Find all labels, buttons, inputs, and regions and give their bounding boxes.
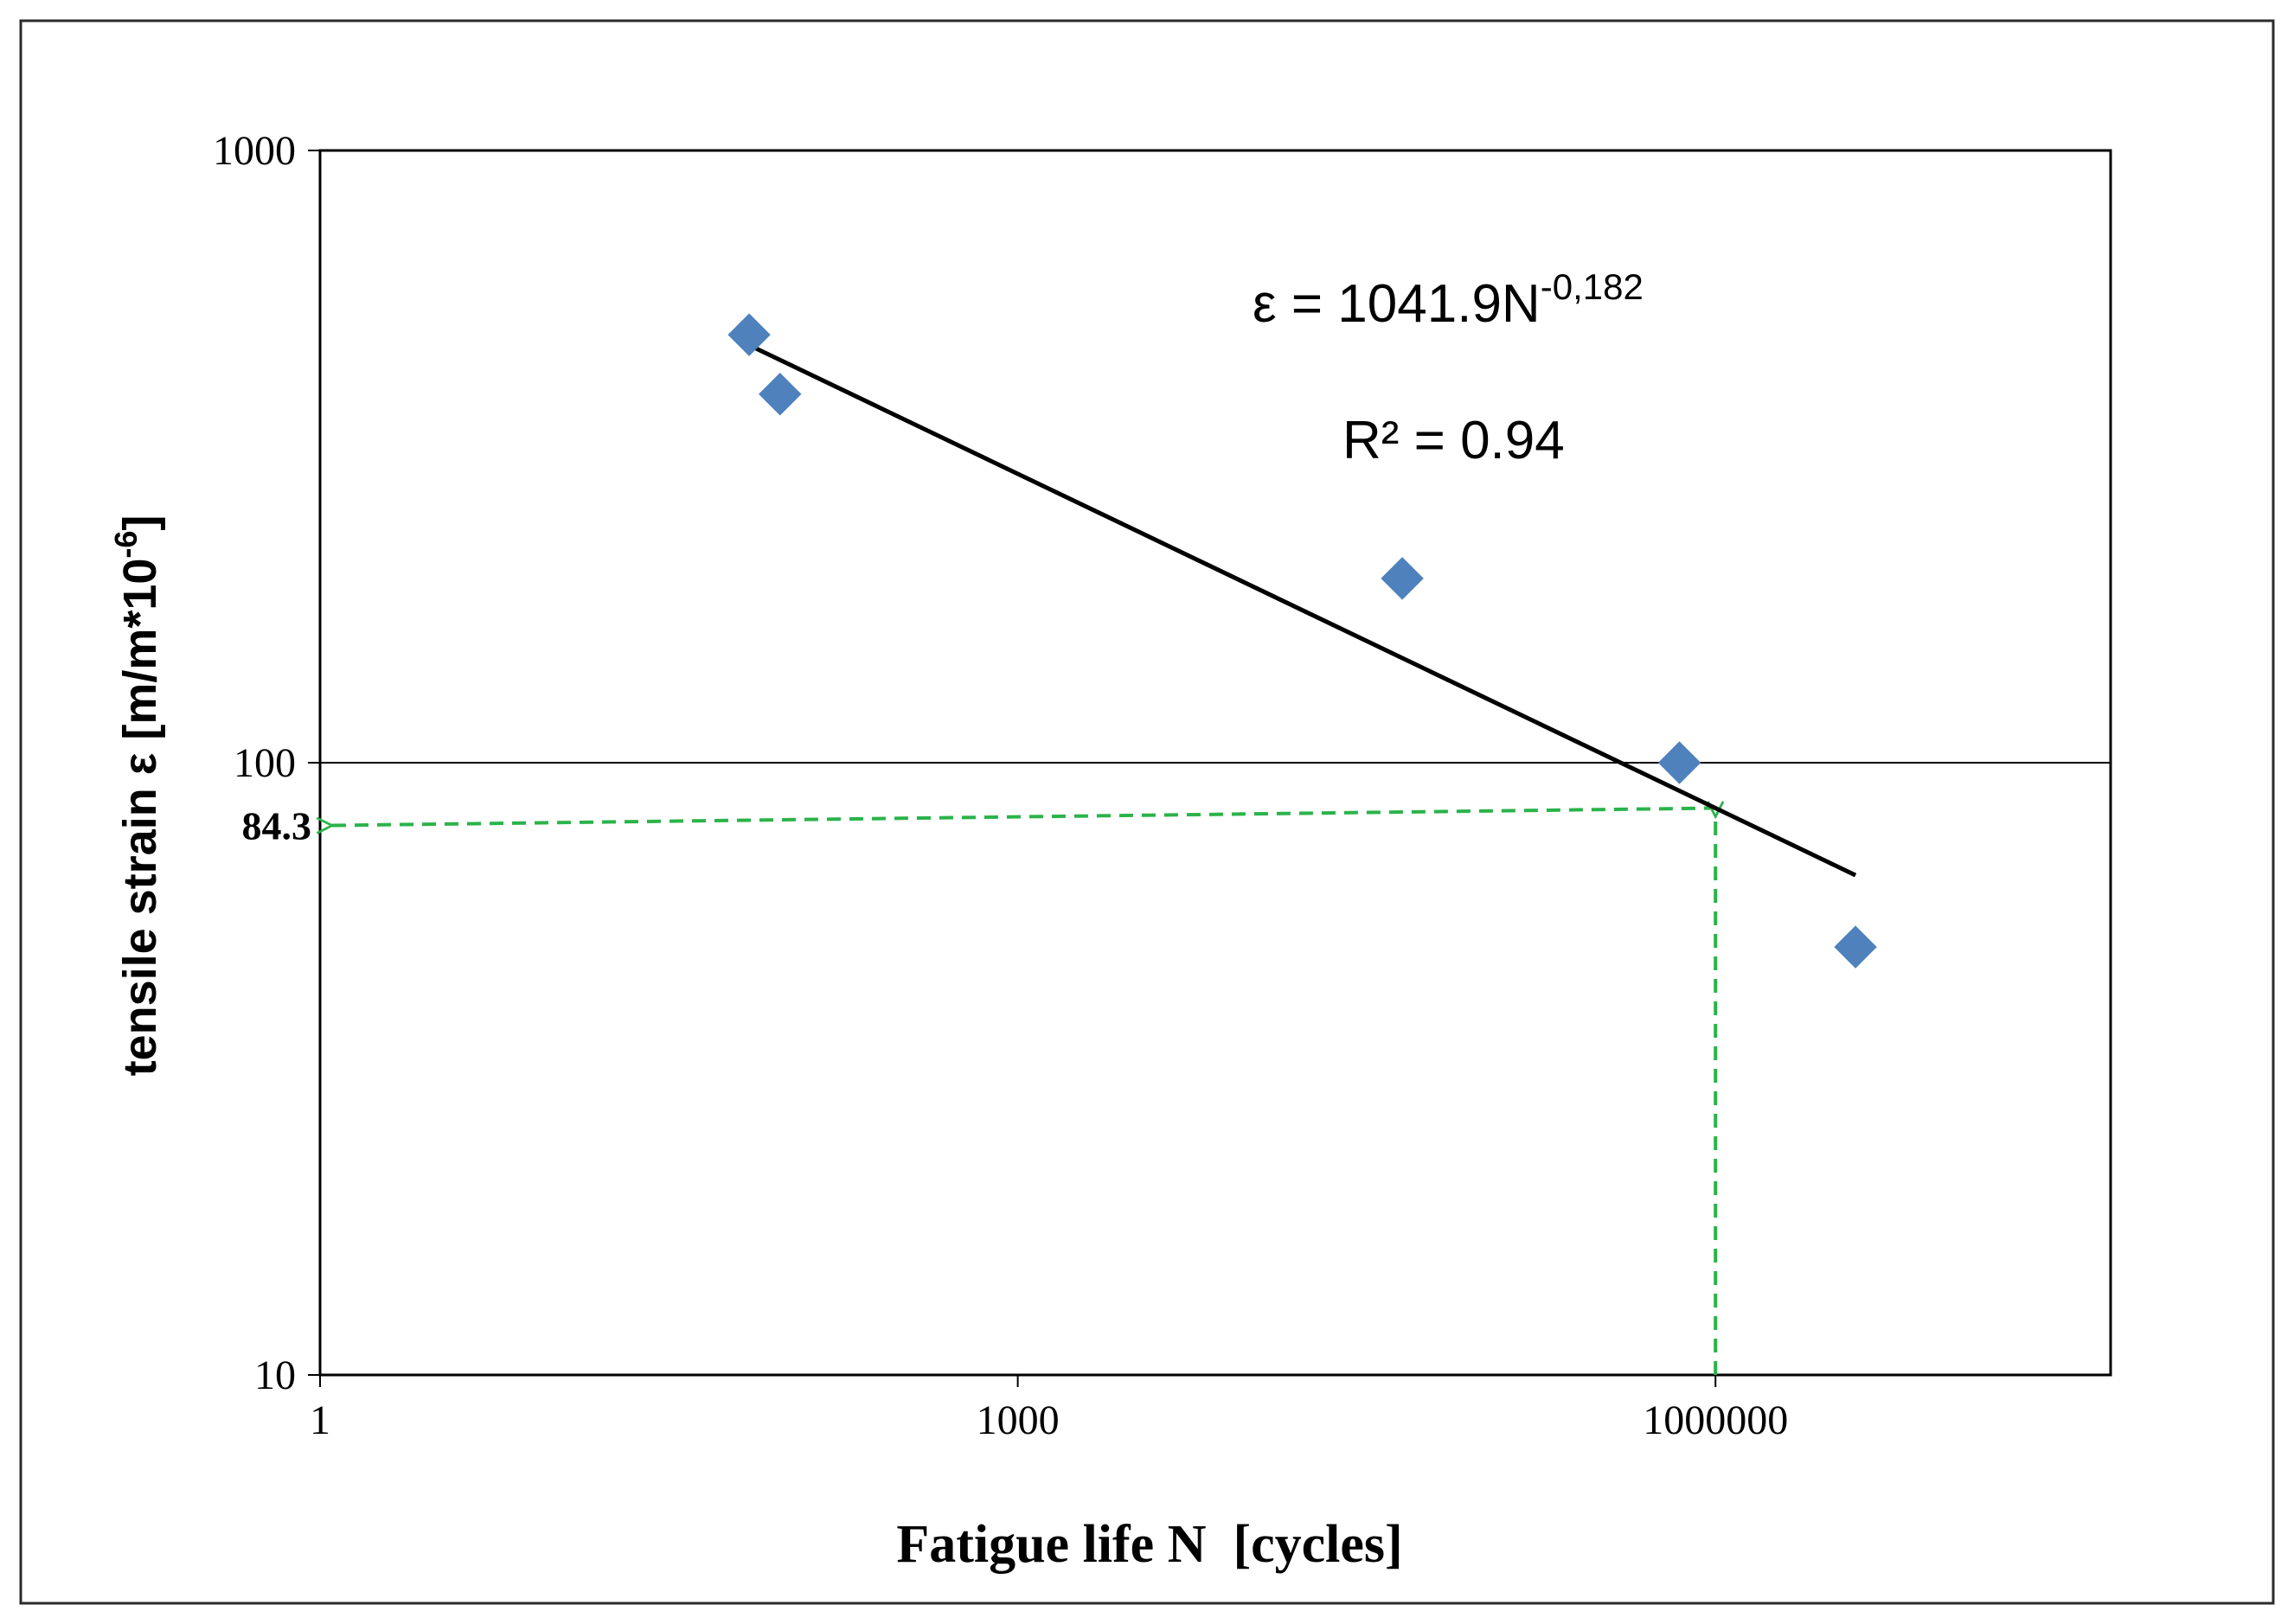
figure-frame: [19, 19, 2275, 1605]
reference-value-label: 84.3: [242, 804, 312, 848]
y-tick-label: 1000: [213, 128, 296, 174]
x-tick-label: 1: [310, 1397, 330, 1443]
y-axis-title-suffix: ]: [114, 515, 166, 531]
reference-horizontal-arrow: [332, 806, 1716, 826]
y-axis-title-superscript: -6: [108, 531, 144, 559]
data-point: [1381, 557, 1424, 600]
x-axis-ticks: 1 1000 1000000: [310, 1375, 1788, 1443]
equation-exponent: -0,182: [1541, 266, 1644, 307]
data-point: [759, 373, 802, 416]
x-axis-title: Fatigue life N [cycles]: [896, 1515, 1402, 1574]
data-point: [727, 313, 771, 356]
y-axis-title: tensile strain ε [m/m*10-6]: [108, 515, 166, 1077]
data-point: [1834, 925, 1877, 969]
y-axis-ticks: 10 100 1000: [213, 128, 320, 1398]
r-squared-label: R² = 0.94: [1342, 411, 1565, 470]
y-tick-label: 10: [254, 1352, 296, 1398]
trendline: [748, 342, 1857, 878]
y-axis-title-main: tensile strain ε [m/m*10: [114, 559, 166, 1077]
equation-base: ε = 1041.9N: [1253, 274, 1541, 334]
y-tick-label: 100: [234, 740, 296, 786]
trendline-equation: ε = 1041.9N-0,182: [1253, 266, 1644, 334]
x-tick-label: 1000000: [1643, 1397, 1788, 1443]
data-points: [727, 313, 1877, 969]
data-point: [1657, 741, 1701, 784]
reference-guide: 84.3: [242, 804, 1716, 1375]
x-tick-label: 1000: [977, 1397, 1060, 1443]
